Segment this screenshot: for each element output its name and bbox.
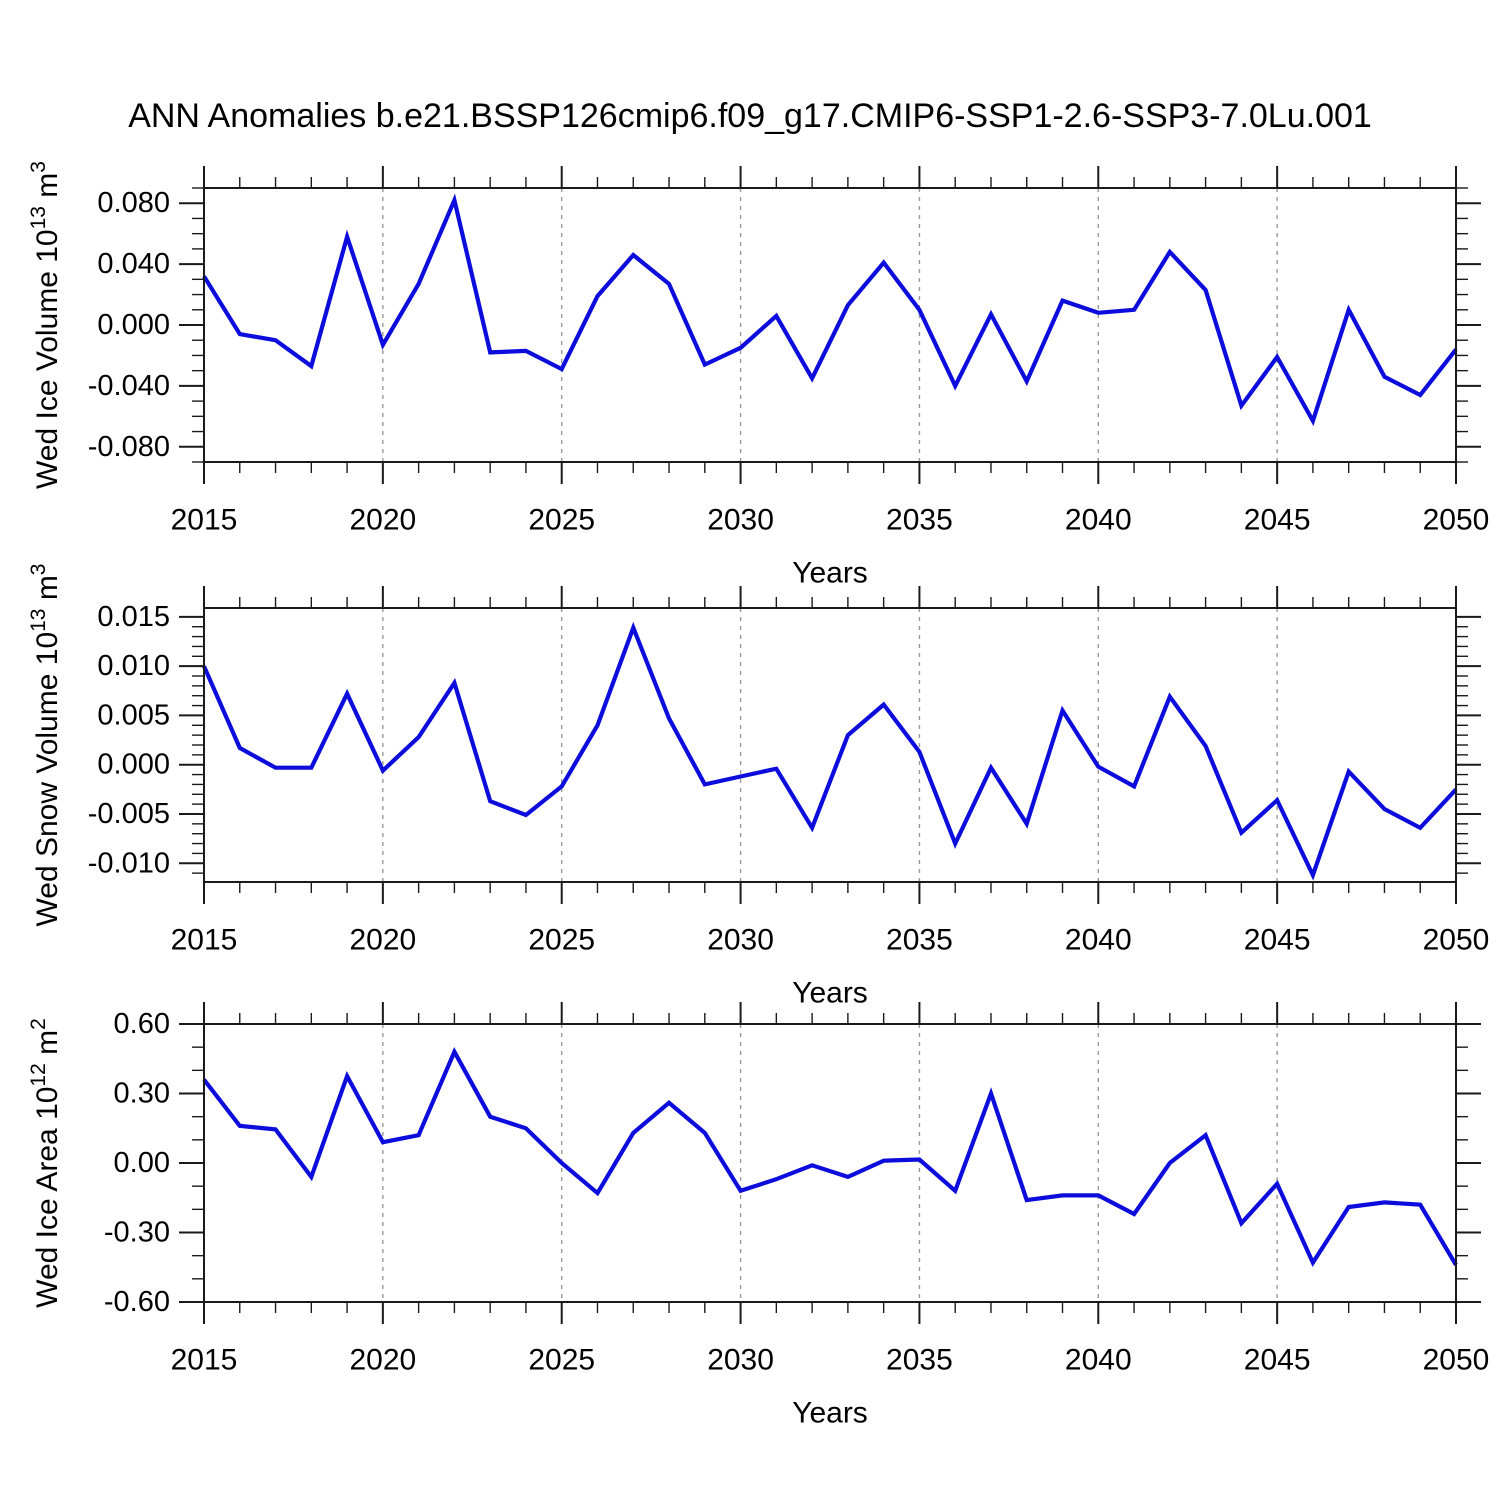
- x-tick-label: 2050: [1423, 504, 1490, 537]
- y-axis-title-text: m: [31, 1030, 64, 1063]
- plot-box: [203, 1023, 1457, 1303]
- data-line-wed-ice-area: [202, 1047, 1458, 1267]
- y-tick-label: 0.60: [114, 1008, 170, 1040]
- x-tick-label: 2015: [171, 924, 238, 957]
- y-axis-title-sup: 2: [27, 1018, 50, 1030]
- x-tick-label: 2025: [528, 504, 595, 537]
- data-line-wed-ice-volume: [202, 193, 1458, 427]
- y-tick-label: 0.015: [97, 601, 170, 633]
- x-tick-label: 2035: [886, 504, 953, 537]
- y-tick-label: -0.010: [88, 847, 170, 879]
- x-tick-label: 2040: [1065, 924, 1132, 957]
- x-tick-label: 2025: [528, 1344, 595, 1377]
- y-axis-title-sup: 12: [27, 1063, 50, 1086]
- y-axis-title-text: Wed Ice Volume 10: [31, 229, 64, 489]
- x-tick-label: 2015: [171, 504, 238, 537]
- y-axis-title: Wed Ice Volume 1013 m3: [27, 161, 64, 489]
- x-axis-title: Years: [792, 557, 868, 590]
- y-tick-label: -0.30: [104, 1217, 170, 1249]
- y-axis-title-sup: 13: [27, 609, 50, 632]
- x-axis-title: Years: [792, 977, 868, 1010]
- x-tick-label: 2030: [707, 504, 774, 537]
- x-tick-label: 2050: [1423, 924, 1490, 957]
- y-tick-label: 0.040: [97, 248, 170, 280]
- y-tick-label: -0.040: [88, 370, 170, 402]
- x-tick-label: 2020: [349, 924, 416, 957]
- y-tick-label: 0.30: [114, 1078, 170, 1110]
- x-tick-label: 2035: [886, 1344, 953, 1377]
- y-axis-title-sup: 13: [27, 206, 50, 229]
- y-axis-title: Wed Ice Area 1012 m2: [27, 1018, 64, 1308]
- panel-wed-ice-volume: 0.080 0.040 0.000 -0.040 -0.080 2015 2020 2025 2…: [27, 161, 1489, 589]
- x-tick-label: 2045: [1244, 504, 1311, 537]
- x-tick-label: 2045: [1244, 1344, 1311, 1377]
- data-line-wed-snow-volume: [202, 621, 1458, 881]
- y-tick-label: 0.005: [97, 699, 170, 731]
- y-tick-label: -0.60: [104, 1286, 170, 1318]
- y-tick-label: -0.080: [88, 431, 170, 463]
- y-tick-label: 0.000: [97, 309, 170, 341]
- y-axis-title-sup: 3: [27, 161, 50, 173]
- y-tick-label: 0.00: [114, 1147, 170, 1179]
- y-axis-title-text: Wed Snow Volume 10: [31, 632, 64, 927]
- x-tick-label: 2040: [1065, 504, 1132, 537]
- plot-box: [203, 187, 1457, 463]
- y-axis-title-text: m: [31, 575, 64, 608]
- x-tick-label: 2020: [349, 1344, 416, 1377]
- y-axis-title-text: Wed Ice Area 10: [31, 1087, 64, 1308]
- y-axis-title-text: m: [31, 173, 64, 206]
- x-tick-label: 2025: [528, 924, 595, 957]
- plot-box: [203, 607, 1457, 883]
- x-tick-label: 2035: [886, 924, 953, 957]
- x-tick-label: 2045: [1244, 924, 1311, 957]
- x-tick-label: 2040: [1065, 1344, 1132, 1377]
- page-title: ANN Anomalies b.e21.BSSP126cmip6.f09_g17…: [128, 97, 1372, 135]
- x-tick-label: 2050: [1423, 1344, 1490, 1377]
- x-tick-label: 2020: [349, 504, 416, 537]
- y-axis-title: Wed Snow Volume 1013 m3: [27, 564, 64, 927]
- x-tick-label: 2015: [171, 1344, 238, 1377]
- y-tick-label: 0.080: [97, 187, 170, 219]
- x-axis-title: Years: [792, 1397, 868, 1430]
- x-tick-label: 2030: [707, 924, 774, 957]
- y-axis-title-sup: 3: [27, 564, 50, 576]
- x-tick-label: 2030: [707, 1344, 774, 1377]
- y-tick-label: 0.010: [97, 650, 170, 682]
- y-tick-label: -0.005: [88, 798, 170, 830]
- y-tick-label: 0.000: [97, 749, 170, 781]
- panel-wed-snow-volume: 0.015 0.010 0.005 0.000 -0.005 -0.010 2015 2020…: [27, 564, 1489, 1010]
